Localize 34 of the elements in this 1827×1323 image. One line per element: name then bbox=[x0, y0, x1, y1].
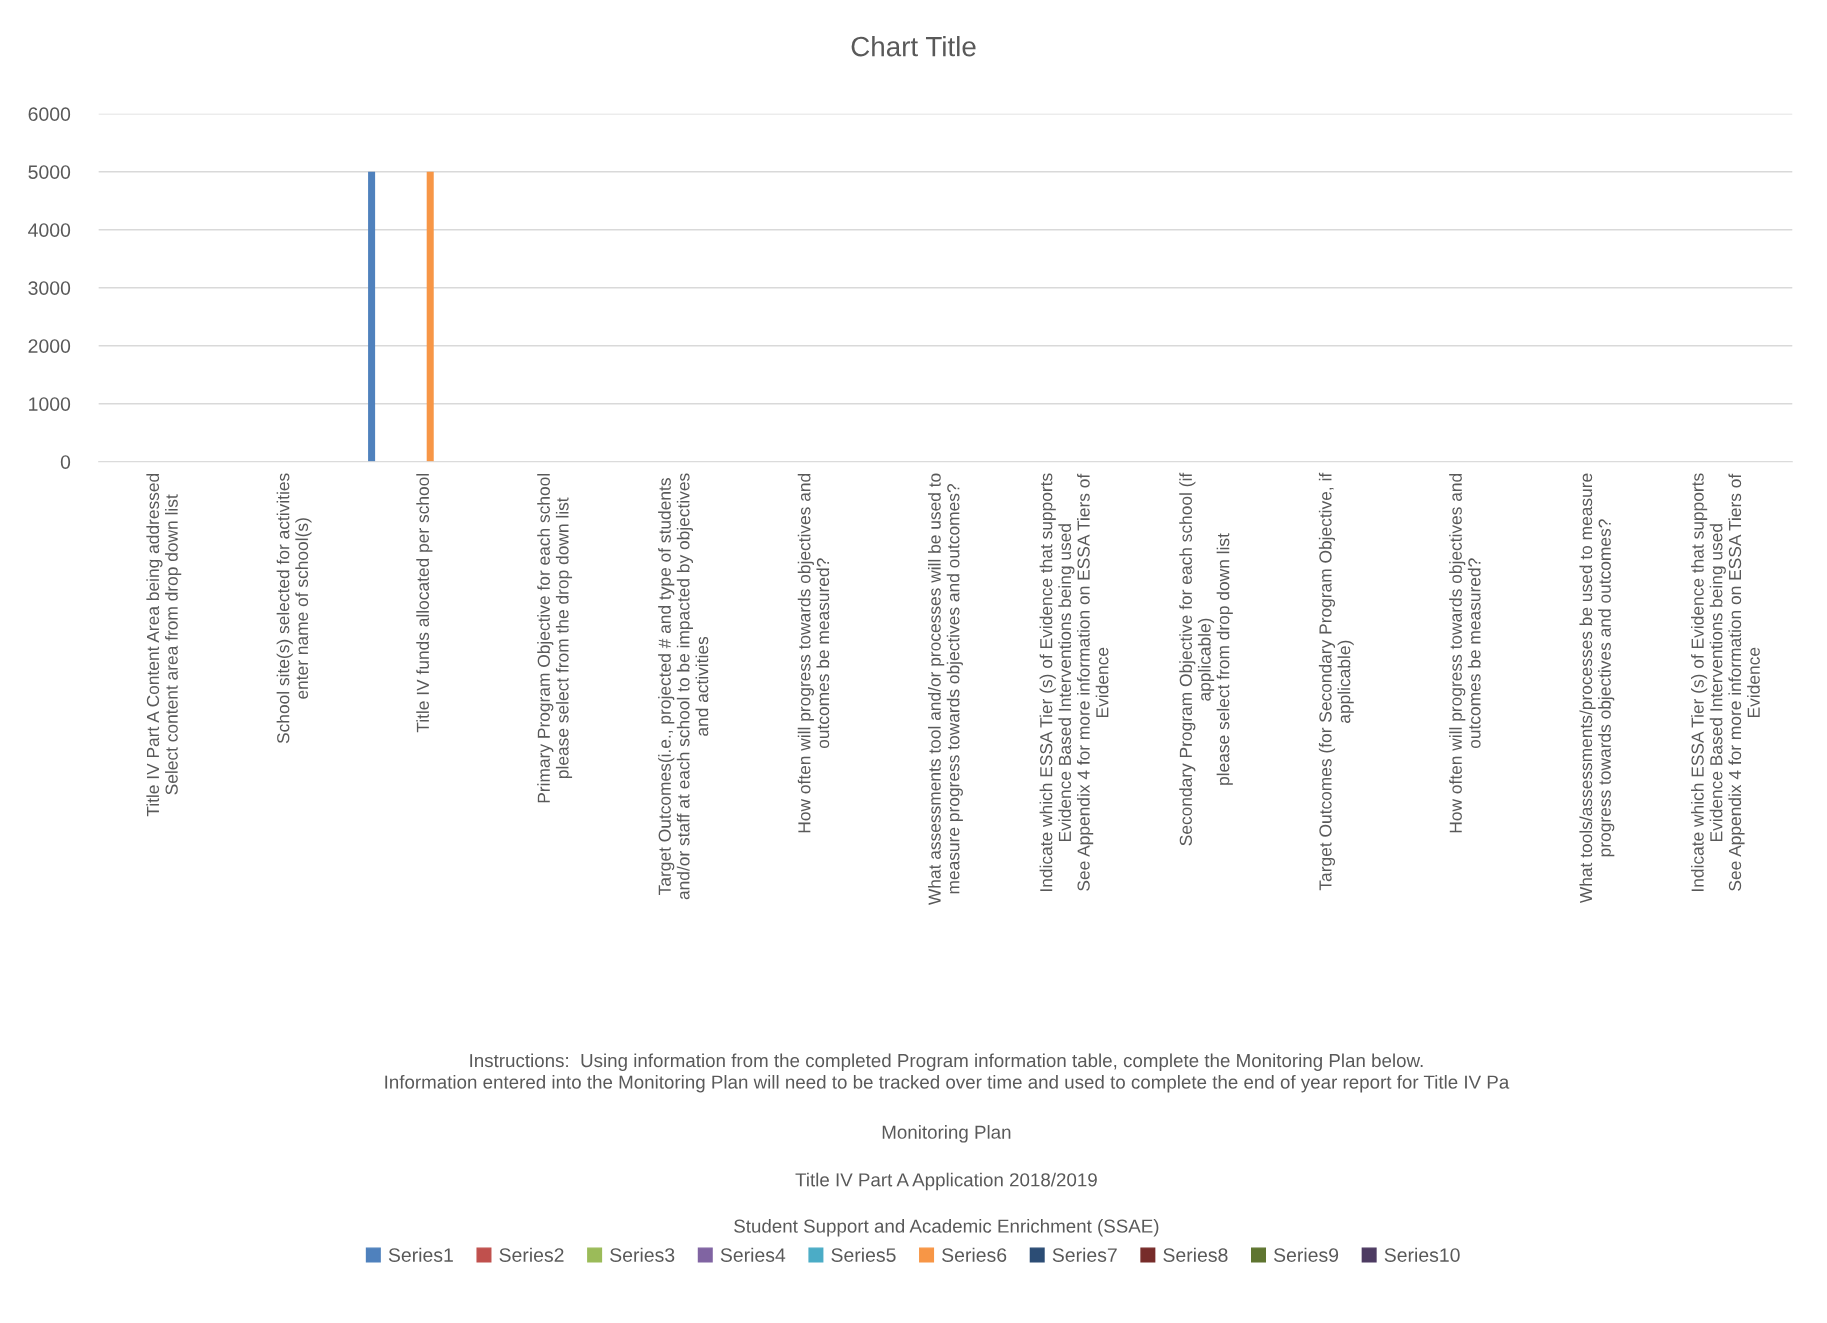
y-tick-label: 0 bbox=[60, 455, 71, 469]
x-tick-label: Indicate which ESSA Tier (s) of Evidence that supports Evidence Based Interventions being used See Appendix 4 for more information on ESSA Tiers of Evidence bbox=[1691, 473, 1760, 891]
legend-label: Series7 bbox=[1052, 1247, 1117, 1262]
y-tick-label: 2000 bbox=[28, 339, 71, 353]
legend-label: Series8 bbox=[1163, 1247, 1228, 1262]
x-tick-label: Title IV funds allocated per school bbox=[416, 473, 433, 733]
legend-label: Series1 bbox=[388, 1247, 453, 1262]
y-tick-label: 1000 bbox=[29, 397, 71, 411]
y-tick-label: 3000 bbox=[28, 281, 71, 295]
x-tick-label: Title IV Part A Content Area being addressed Select content area from drop down list bbox=[146, 473, 182, 817]
text: Title IV Part A Application 2018/2019 bbox=[795, 1172, 1097, 1191]
x-tick-label: What tools/assessments/processes be used to measure progress towards objectives and outcomes? bbox=[1579, 473, 1615, 904]
x-tick-label: Target Outcomes(i.e., projected # and type of students and/or staff at each school to be impacted by objectives and activities bbox=[658, 473, 709, 900]
legend-label: Series2 bbox=[499, 1247, 564, 1262]
x-tick-label: Secondary Program Objective for each school (if applicable) please select from drop down list bbox=[1179, 472, 1233, 846]
x-tick-label: School site(s) selected for activities enter name of school(s) bbox=[276, 473, 312, 744]
legend-label: Series10 bbox=[1384, 1247, 1460, 1262]
legend-label: Series6 bbox=[942, 1247, 1007, 1262]
text: Instructions: Using information from the completed Program information table, complete the Monitoring Plan below. Information entered into the Monitoring Plan will need to be tracked over time and used to complete the end of year report for Title IV Pa bbox=[385, 1053, 1510, 1093]
legend-label: Series3 bbox=[610, 1247, 675, 1262]
legend-label: Series4 bbox=[720, 1247, 786, 1262]
text: Student Support and Academic Enrichment (SSAE) bbox=[734, 1219, 1159, 1237]
x-tick-label: What assessments tool and/or processes will be used to measure progress towards objectives and outcomes? bbox=[928, 473, 963, 906]
x-tick-label: How often will progress towards objectives and outcomes be measured? bbox=[1449, 473, 1481, 833]
text: Monitoring Plan bbox=[882, 1125, 1011, 1143]
y-tick-label: 6000 bbox=[28, 107, 71, 122]
x-tick-label: Target Outcomes (for Secondary Program Objective, if applicable) bbox=[1318, 472, 1354, 891]
chart-title: Chart Title bbox=[851, 36, 976, 57]
legend-label: Series5 bbox=[831, 1247, 896, 1262]
y-tick-label: 4000 bbox=[28, 223, 71, 237]
x-tick-label: How often will progress towards objectives and outcomes be measured? bbox=[797, 473, 830, 833]
x-tick-label: Indicate which ESSA Tier (s) of Evidence that supports Evidence Based Interventions being used See Appendix 4 for more information on ESSA Tiers of Evidence bbox=[1039, 473, 1109, 891]
y-tick-label: 5000 bbox=[28, 165, 71, 180]
legend-label: Series9 bbox=[1273, 1247, 1339, 1262]
